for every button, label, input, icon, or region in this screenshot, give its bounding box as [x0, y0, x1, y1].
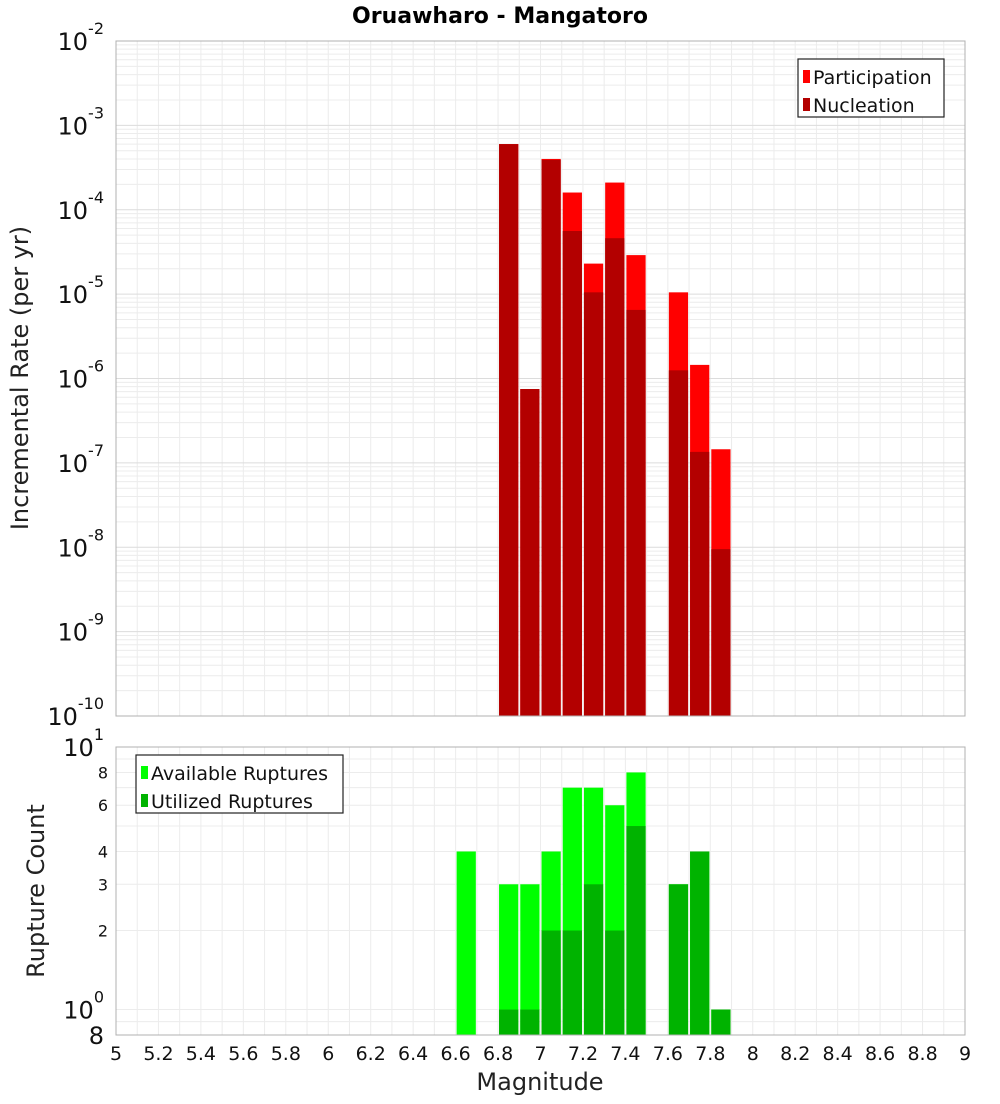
rate-y-tick-label: 10-10 [47, 694, 104, 731]
x-tick-label: 6.2 [356, 1043, 386, 1065]
legend-label: Available Ruptures [151, 763, 328, 785]
rate-bar-b [562, 230, 582, 716]
x-tick-label: 6.6 [440, 1043, 470, 1065]
x-tick-label: 9 [959, 1043, 971, 1065]
x-tick-label: 6.4 [398, 1043, 428, 1065]
x-tick-label: 5.4 [186, 1043, 216, 1065]
count-legend: Available Ruptures Utilized Ruptures [135, 754, 344, 814]
rate-bar-b [605, 238, 625, 716]
rate-y-tick-label: 10-7 [58, 441, 105, 478]
legend-label: Nucleation [813, 95, 915, 117]
legend-swatch [141, 794, 148, 807]
rate-plot: 10-10 10-9 10-8 10-7 10-6 10-5 10-4 10-3 10-2 In… [6, 19, 966, 731]
chart-title: Oruawharo - Mangatoro [352, 4, 648, 29]
count-y-tick-label: 2 [98, 922, 108, 941]
x-tick-label: 8.4 [823, 1043, 853, 1065]
count-bar-b [541, 930, 561, 1035]
count-bar-a [520, 884, 540, 1035]
rate-bar-b [626, 309, 646, 716]
rate-y-tick-label: 10-6 [58, 357, 105, 394]
rate-y-tick-label: 10-3 [58, 103, 105, 140]
count-bar-b [605, 930, 625, 1035]
x-axis-label: Magnitude [476, 1068, 603, 1096]
x-tick-label: 7.8 [695, 1043, 725, 1065]
count-y-tick-label: 3 [98, 875, 108, 894]
rate-bar-b [690, 451, 710, 716]
count-bar-b [668, 884, 689, 1035]
x-tick-label: 8.8 [907, 1043, 937, 1065]
count-bar-b [562, 930, 582, 1035]
count-bar-a [456, 851, 476, 1035]
count-bar-b [583, 884, 604, 1035]
rate-y-tick-label: 10-5 [58, 272, 105, 309]
count-y-tick-label: 8 [98, 763, 108, 782]
rate-bar-b [520, 389, 540, 716]
rate-y-tick-label: 10-9 [58, 610, 105, 647]
count-y-axis-label: Rupture Count [22, 804, 50, 978]
legend-label: Participation [813, 67, 932, 89]
x-tick-label: 7.4 [610, 1043, 640, 1065]
count-bar-b [711, 1009, 731, 1035]
rate-legend: Participation Nucleation [797, 58, 945, 118]
rate-y-tick-label: 10-4 [58, 188, 105, 225]
rate-plot-border [115, 40, 966, 717]
count-bars [456, 772, 731, 1035]
count-y-tick-label: 8 [89, 1022, 104, 1050]
rate-bar-b [541, 159, 561, 717]
count-y-tick-label: 101 [63, 725, 104, 762]
rate-y-axis-label: Incremental Rate (per yr) [6, 226, 34, 530]
x-tick-label: 5.8 [271, 1043, 301, 1065]
count-bar-b [520, 1009, 540, 1035]
count-plot-border [115, 746, 966, 1036]
rate-bar-b [711, 549, 731, 716]
rate-y-tick-label: 10-2 [58, 19, 105, 56]
count-bar-b [626, 826, 646, 1035]
legend-swatch [803, 70, 810, 83]
count-bar-a [499, 884, 519, 1035]
rate-y-ticks: 10-10 10-9 10-8 10-7 10-6 10-5 10-4 10-3 10-2 [47, 19, 104, 731]
rate-grid [115, 41, 966, 717]
x-tick-label: 8.6 [865, 1043, 895, 1065]
x-tick-label: 5 [110, 1043, 122, 1065]
legend-swatch [803, 98, 810, 111]
count-bar-b [499, 1009, 519, 1035]
legend-label: Utilized Ruptures [151, 791, 313, 813]
legend-box [135, 754, 344, 814]
x-tick-label: 8 [747, 1043, 759, 1065]
x-tick-label: 7 [534, 1043, 546, 1065]
count-y-tick-label: 100 [63, 988, 104, 1025]
x-tick-label: 7.6 [653, 1043, 683, 1065]
x-tick-label: 7.2 [568, 1043, 598, 1065]
count-y-tick-label: 6 [98, 796, 108, 815]
rate-bar-b [499, 144, 519, 716]
rate-y-tick-label: 10-8 [58, 525, 105, 562]
count-x-ticks: 5 5.2 5.4 5.6 5.8 6 6.2 6.4 6.6 6.8 7 7.2 7.4 7.6 7.8 8… [110, 1043, 971, 1065]
x-tick-label: 6.8 [483, 1043, 513, 1065]
rate-bars [499, 144, 731, 717]
x-tick-label: 5.2 [143, 1043, 173, 1065]
x-tick-label: 6 [322, 1043, 334, 1065]
legend-box [797, 58, 945, 118]
count-y-tick-label: 4 [98, 842, 108, 861]
count-bar-b [690, 851, 710, 1035]
rate-bar-b [583, 292, 604, 716]
rate-bar-b [668, 370, 689, 716]
x-tick-label: 8.2 [780, 1043, 810, 1065]
x-tick-label: 5.6 [228, 1043, 258, 1065]
legend-swatch [141, 766, 148, 779]
